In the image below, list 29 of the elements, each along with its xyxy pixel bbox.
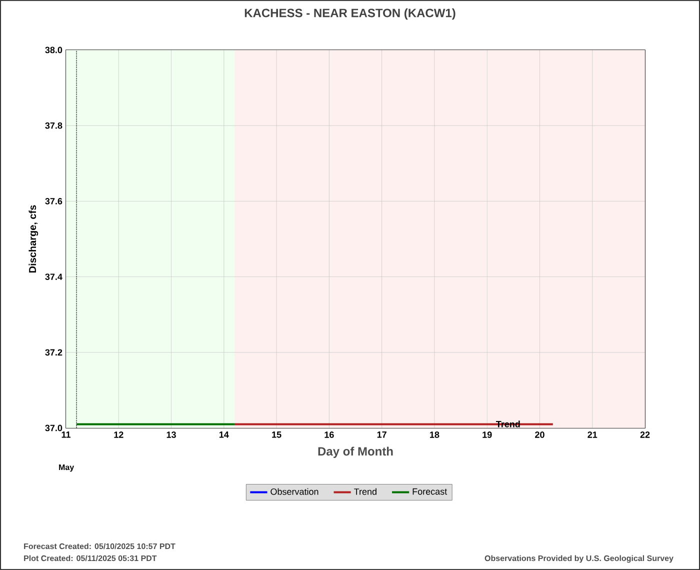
y-tick-label: 37.6 — [45, 198, 62, 204]
y-tick-label: 37.0 — [45, 424, 62, 432]
x-tick-label: 12 — [114, 432, 124, 438]
legend-label: Observation — [270, 488, 318, 495]
legend-label: Trend — [354, 488, 376, 495]
chart-title: KACHESS - NEAR EASTON (KACW1) — [244, 8, 456, 20]
legend-label: Forecast — [412, 488, 448, 495]
text: Forecast Created: 05/10/2025 10:57 PDT — [24, 543, 176, 550]
y-tick-label: 37.2 — [45, 349, 62, 356]
text: Plot Created: 05/11/2025 05:31 PDT — [24, 555, 157, 562]
x-tick-label: 19 — [482, 432, 492, 438]
x-tick-label: 21 — [588, 432, 598, 438]
y-tick-label: 38.0 — [45, 46, 62, 54]
text: May — [59, 464, 74, 472]
x-tick-label: 14 — [219, 432, 229, 438]
x-tick-label: 13 — [166, 432, 176, 438]
y-tick-label: 37.4 — [45, 274, 62, 280]
x-tick-label: 20 — [535, 432, 544, 438]
annotation: Trend — [496, 420, 520, 428]
x-tick-label: 18 — [430, 432, 440, 438]
y-axis-title: Discharge, cfs — [28, 205, 38, 273]
x-tick-label: 17 — [377, 432, 386, 438]
x-tick-label: 16 — [324, 432, 334, 438]
x-axis-title: Day of Month — [318, 446, 393, 458]
y-tick-label: 37.8 — [45, 122, 62, 129]
x-tick-label: 22 — [640, 432, 650, 438]
x-tick-label: 11 — [62, 432, 71, 438]
x-tick-label: 15 — [272, 432, 282, 438]
text: Observations Provided by U.S. Geological Survey — [484, 555, 674, 563]
